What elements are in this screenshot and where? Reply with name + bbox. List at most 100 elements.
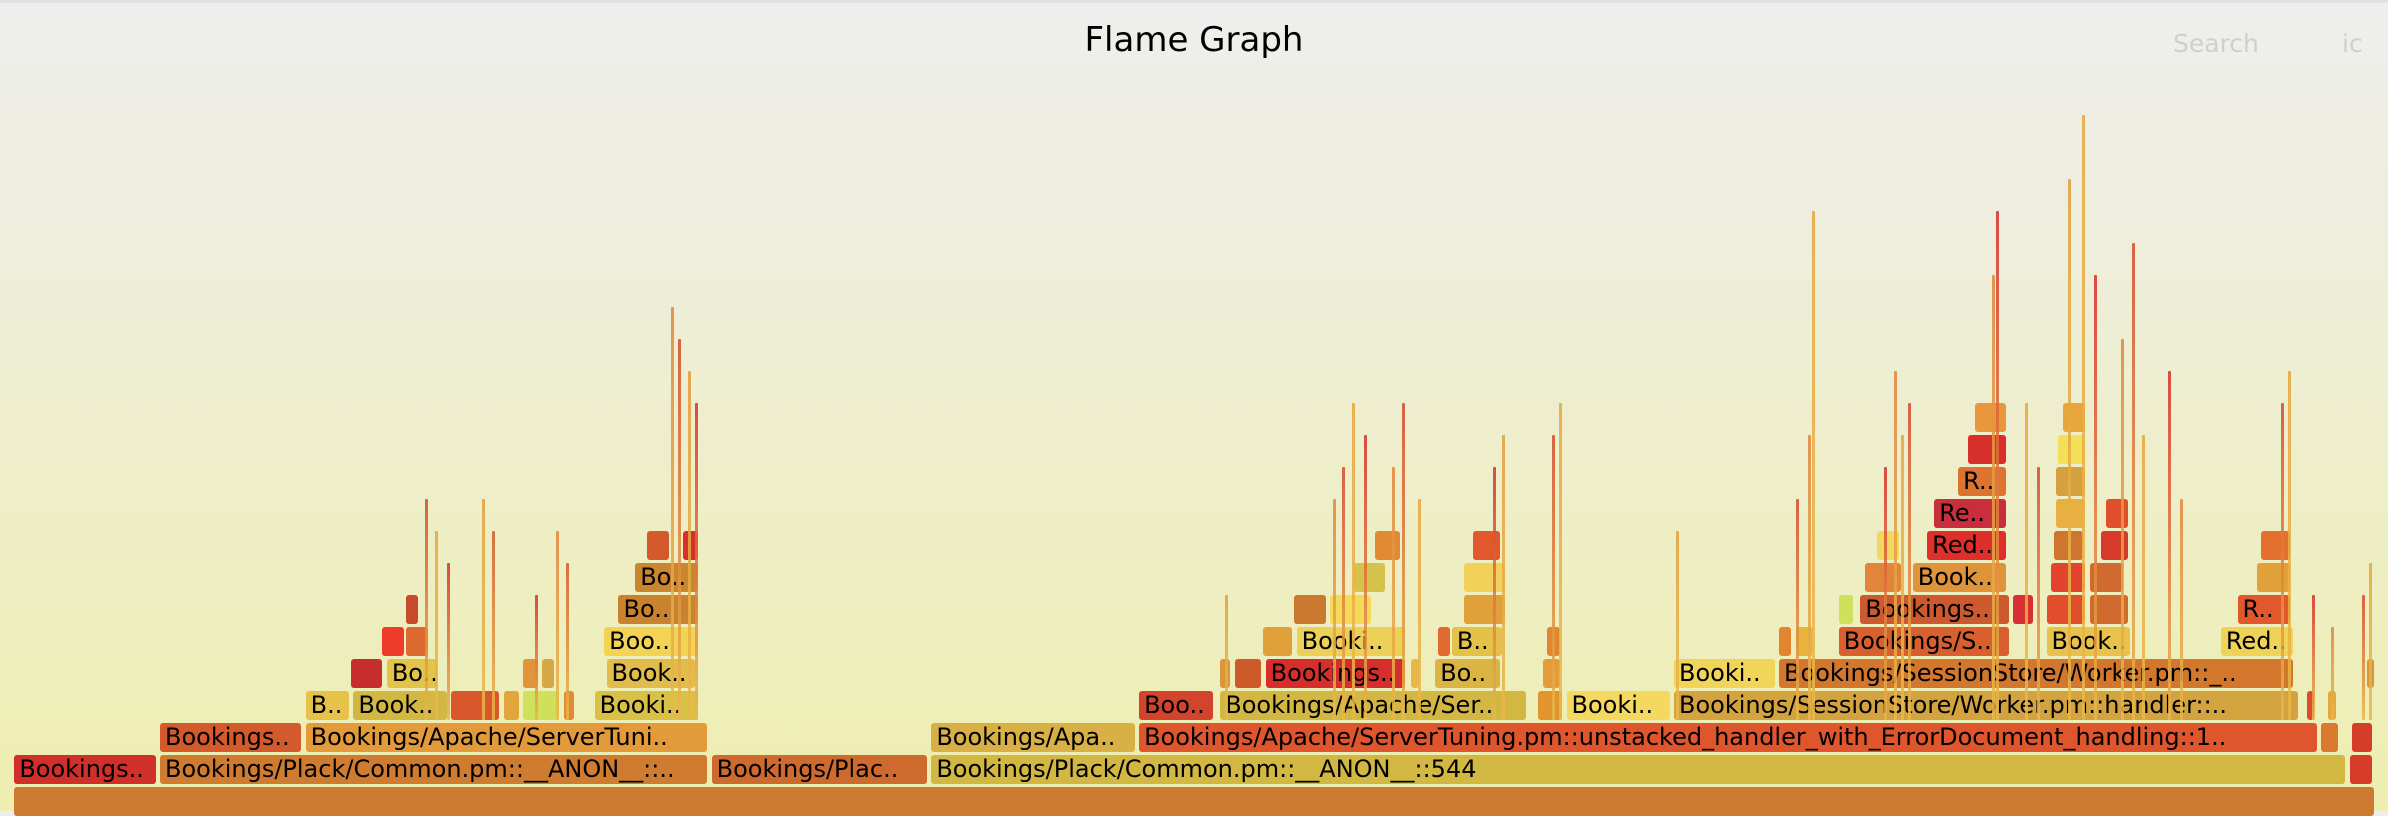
flame-frame[interactable]: Bookings.. xyxy=(1860,595,2009,624)
flame-frame-sliver[interactable] xyxy=(2287,371,2291,720)
flame-frame-sliver[interactable] xyxy=(565,563,569,720)
flame-frame[interactable] xyxy=(382,627,404,656)
flame-frame[interactable] xyxy=(1779,627,1792,656)
flame-frame-sliver[interactable] xyxy=(556,531,560,720)
flame-frame-sliver[interactable] xyxy=(1991,275,1995,720)
flame-frame[interactable] xyxy=(2349,755,2372,784)
flame-frame-sliver[interactable] xyxy=(2280,403,2284,720)
flame-frame[interactable] xyxy=(1375,531,1400,560)
flame-frame[interactable] xyxy=(351,659,383,688)
flame-frame-sliver[interactable] xyxy=(1401,403,1405,720)
flame-frame[interactable] xyxy=(1537,691,1563,720)
flame-frame[interactable]: Booki.. xyxy=(1566,691,1670,720)
flame-frame-sliver[interactable] xyxy=(2082,115,2086,720)
flame-frame-sliver[interactable] xyxy=(1676,531,1680,720)
flame-frame-sliver[interactable] xyxy=(1893,371,1897,720)
flame-frame[interactable]: Bookings/Plac.. xyxy=(711,755,927,784)
flame-frame-sliver[interactable] xyxy=(2036,467,2040,720)
flame-frame[interactable] xyxy=(2058,435,2086,464)
flame-frame-sliver[interactable] xyxy=(2094,275,2098,720)
flame-frame[interactable] xyxy=(1411,659,1419,688)
flame-frame[interactable] xyxy=(1967,435,2007,464)
flame-frame-sliver[interactable] xyxy=(2361,595,2365,720)
flame-frame[interactable]: Bookings.. xyxy=(14,755,156,784)
flame-frame-sliver[interactable] xyxy=(1502,435,1506,720)
flame-frame[interactable] xyxy=(1294,595,1326,624)
flame-frame[interactable] xyxy=(1542,659,1560,688)
flame-frame[interactable] xyxy=(451,691,500,720)
flame-frame[interactable] xyxy=(2352,723,2372,752)
flame-frame-sliver[interactable] xyxy=(2120,339,2124,720)
flame-frame[interactable]: Bo.. xyxy=(1435,659,1501,688)
flame-frame[interactable]: Bookings/SessionStore/Worker.pm::_.. xyxy=(1779,659,2293,688)
flame-frame-sliver[interactable] xyxy=(2025,403,2029,720)
flame-frame-sliver[interactable] xyxy=(2368,563,2372,720)
flame-frame[interactable] xyxy=(1263,627,1293,656)
flame-frame-sliver[interactable] xyxy=(446,563,450,720)
flame-frame[interactable]: Bo.. xyxy=(386,659,438,688)
flame-frame-sliver[interactable] xyxy=(425,499,429,720)
flame-frame-sliver[interactable] xyxy=(694,403,698,720)
flame-frame-sliver[interactable] xyxy=(678,339,682,720)
flame-frame[interactable]: Booki.. xyxy=(1296,627,1405,656)
flame-frame-sliver[interactable] xyxy=(2180,499,2184,720)
flame-frame-sliver[interactable] xyxy=(1363,435,1367,720)
flame-frame[interactable]: Bookings/S.. xyxy=(1838,627,2009,656)
flame-frame-sliver[interactable] xyxy=(1342,467,1346,720)
flame-frame-sliver[interactable] xyxy=(2142,435,2146,720)
flame-frame-sliver[interactable] xyxy=(434,531,438,720)
flame-frame[interactable]: Book.. xyxy=(353,691,447,720)
flame-frame[interactable] xyxy=(522,691,560,720)
flame-frame[interactable]: Bookings/SessionStore/Worker.pm::handler… xyxy=(1673,691,2298,720)
flame-frame[interactable]: Bookings/Apa.. xyxy=(931,723,1135,752)
flame-frame[interactable] xyxy=(1876,531,1899,560)
flame-frame[interactable] xyxy=(2261,531,2291,560)
flame-frame-sliver[interactable] xyxy=(2168,371,2172,720)
flame-frame[interactable]: Bookings/Apache/Ser.. xyxy=(1220,691,1527,720)
flame-frame[interactable] xyxy=(1463,563,1505,592)
flame-frame-sliver[interactable] xyxy=(2132,243,2136,720)
flame-frame-sliver[interactable] xyxy=(1812,211,1816,720)
flame-frame[interactable] xyxy=(14,787,2374,816)
flame-frame-sliver[interactable] xyxy=(687,371,691,720)
flame-frame[interactable] xyxy=(2256,563,2291,592)
flame-frame[interactable]: Book.. xyxy=(1912,563,2007,592)
flame-frame[interactable]: Book.. xyxy=(606,659,696,688)
flame-frame[interactable]: Bookings/Apache/ServerTuni.. xyxy=(305,723,708,752)
flame-frame[interactable]: Book.. xyxy=(2046,627,2131,656)
flame-frame[interactable] xyxy=(1473,531,1501,560)
flame-frame-sliver[interactable] xyxy=(1418,499,1422,720)
flame-frame[interactable] xyxy=(542,659,555,688)
flame-frame-sliver[interactable] xyxy=(1392,467,1396,720)
flame-frame-sliver[interactable] xyxy=(671,307,675,720)
flame-frame[interactable] xyxy=(1234,659,1262,688)
flame-frame[interactable] xyxy=(2321,723,2339,752)
flame-frame-sliver[interactable] xyxy=(1884,467,1888,720)
flame-frame-sliver[interactable] xyxy=(2068,179,2071,720)
flame-frame[interactable] xyxy=(405,627,428,656)
flame-frame[interactable] xyxy=(1974,403,2007,432)
ignore-case-toggle[interactable]: ic xyxy=(2342,29,2363,58)
flame-frame[interactable] xyxy=(2046,595,2086,624)
flame-frame[interactable]: Bookings/Plack/Common.pm::__ANON__::544 xyxy=(931,755,2346,784)
flame-frame[interactable]: Bookings.. xyxy=(159,723,302,752)
flame-frame[interactable] xyxy=(2306,691,2315,720)
flame-frame-sliver[interactable] xyxy=(491,531,495,720)
flame-frame-sliver[interactable] xyxy=(2330,627,2334,720)
flame-frame[interactable] xyxy=(1463,595,1505,624)
flame-frame[interactable] xyxy=(1437,627,1450,656)
flame-frame-sliver[interactable] xyxy=(1492,467,1496,720)
flame-frame[interactable] xyxy=(2013,595,2033,624)
flame-frame[interactable]: Boo.. xyxy=(1139,691,1214,720)
flame-frame[interactable] xyxy=(647,531,670,560)
flame-frame-sliver[interactable] xyxy=(1552,435,1556,720)
flame-frame-sliver[interactable] xyxy=(2311,595,2315,720)
flame-frame[interactable]: Boo.. xyxy=(604,627,698,656)
flame-frame[interactable]: Bookings/Apache/ServerTuning.pm::unstack… xyxy=(1139,723,2317,752)
search-button[interactable]: Search xyxy=(2173,29,2259,58)
flame-frame-sliver[interactable] xyxy=(1908,403,1911,720)
flame-frame[interactable] xyxy=(522,659,538,688)
flame-frame[interactable] xyxy=(1838,595,1854,624)
flame-frame[interactable]: R.. xyxy=(1958,467,2007,496)
flame-frame[interactable]: Bo.. xyxy=(618,595,698,624)
